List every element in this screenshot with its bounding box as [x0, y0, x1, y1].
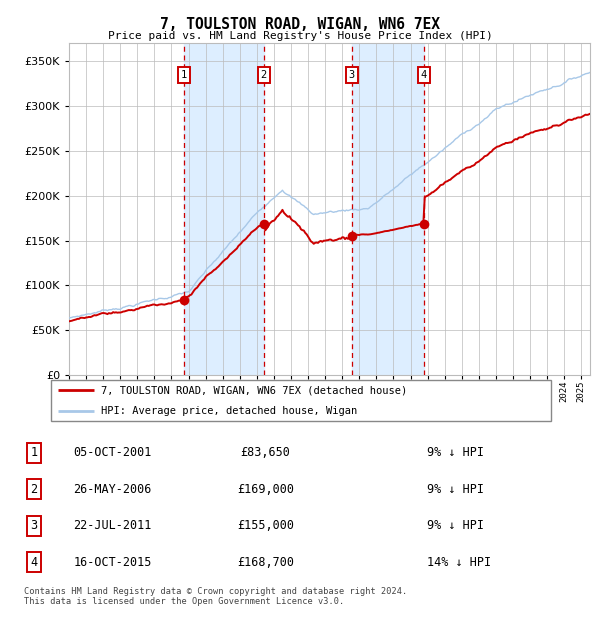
Bar [184, 43, 263, 375]
Text: £83,650: £83,650 [241, 446, 290, 459]
Text: Contains HM Land Registry data © Crown copyright and database right 2024.
This d: Contains HM Land Registry data © Crown c… [24, 587, 407, 606]
Text: 3: 3 [349, 70, 355, 80]
Text: 3: 3 [31, 520, 37, 533]
Text: 22-JUL-2011: 22-JUL-2011 [74, 520, 152, 533]
Text: £155,000: £155,000 [237, 520, 294, 533]
Text: 7, TOULSTON ROAD, WIGAN, WN6 7EX (detached house): 7, TOULSTON ROAD, WIGAN, WN6 7EX (detach… [101, 385, 407, 396]
Text: 7, TOULSTON ROAD, WIGAN, WN6 7EX: 7, TOULSTON ROAD, WIGAN, WN6 7EX [160, 17, 440, 32]
Bar [352, 43, 424, 375]
Text: 9% ↓ HPI: 9% ↓ HPI [427, 520, 484, 533]
Text: £168,700: £168,700 [237, 556, 294, 569]
Text: 2: 2 [260, 70, 267, 80]
Text: 2: 2 [31, 483, 37, 496]
Text: 4: 4 [421, 70, 427, 80]
Text: 9% ↓ HPI: 9% ↓ HPI [427, 483, 484, 496]
Text: Price paid vs. HM Land Registry's House Price Index (HPI): Price paid vs. HM Land Registry's House … [107, 31, 493, 41]
Text: 4: 4 [31, 556, 37, 569]
Text: 16-OCT-2015: 16-OCT-2015 [74, 556, 152, 569]
FancyBboxPatch shape [50, 380, 551, 421]
Text: £169,000: £169,000 [237, 483, 294, 496]
Text: 14% ↓ HPI: 14% ↓ HPI [427, 556, 491, 569]
Text: 26-MAY-2006: 26-MAY-2006 [74, 483, 152, 496]
Text: 05-OCT-2001: 05-OCT-2001 [74, 446, 152, 459]
Text: 1: 1 [181, 70, 187, 80]
Text: HPI: Average price, detached house, Wigan: HPI: Average price, detached house, Wiga… [101, 405, 358, 416]
Text: 1: 1 [31, 446, 37, 459]
Text: 9% ↓ HPI: 9% ↓ HPI [427, 446, 484, 459]
